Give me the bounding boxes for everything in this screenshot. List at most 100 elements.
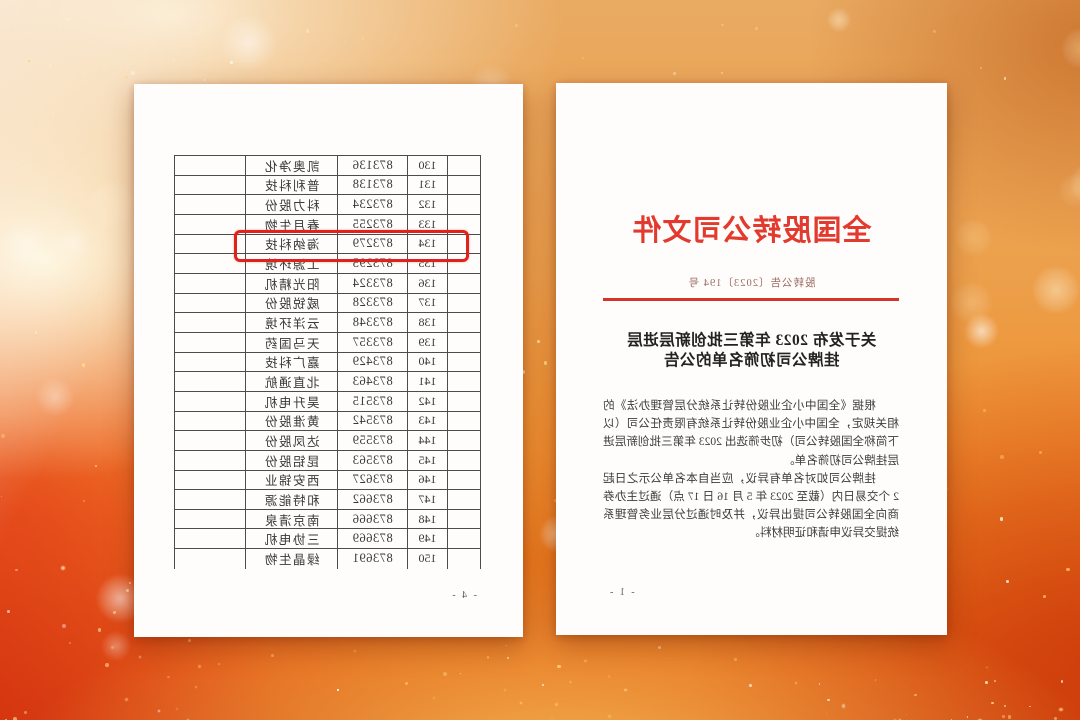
blank-cell <box>447 450 481 471</box>
row-index-cell: 131 <box>407 175 447 196</box>
blank-cell <box>174 509 245 530</box>
sparkle <box>125 697 128 701</box>
blank-cell <box>174 313 245 333</box>
blank-cell <box>447 156 481 176</box>
blank-cell <box>447 391 481 412</box>
sparkle <box>673 72 677 76</box>
blank-cell <box>447 411 481 432</box>
body-paragraph-2: 挂牌公司如对名单有异议，应当自本名单公示之日起 2 个交易日内（截至 2023 … <box>603 471 899 540</box>
sparkle <box>1066 567 1070 572</box>
stock-code-cell: 873627 <box>337 470 407 491</box>
blank-cell <box>447 352 481 373</box>
sparkle <box>914 694 917 697</box>
sparkle <box>299 80 302 83</box>
blank-cell <box>447 509 481 530</box>
company-name-cell: 昊升电机 <box>245 391 337 412</box>
stock-code-cell: 873666 <box>337 509 407 530</box>
stock-code-cell: 873324 <box>337 273 407 294</box>
company-list-table-page: 130 873136 凯奥净化 131 873138 普利科技 132 873234 科力股份 1… <box>134 84 523 637</box>
company-table: 130 873136 凯奥净化 131 873138 普利科技 132 873234 科力股份 1… <box>174 155 481 569</box>
sparkle <box>608 715 612 718</box>
sparkle <box>34 331 38 334</box>
announcement-title-page: 全国股转公司文件 股转公告〔2023〕194 号 关于发布 2023 年第三批创… <box>556 83 947 635</box>
sparkle <box>0 496 2 498</box>
sparkle <box>874 679 877 681</box>
sparkle <box>818 682 821 685</box>
sparkle <box>1029 705 1031 708</box>
bokeh-circle <box>963 313 999 349</box>
stock-code-cell: 873136 <box>337 156 407 176</box>
sparkle <box>569 681 572 684</box>
sparkle <box>28 60 31 63</box>
bokeh-circle <box>36 378 74 417</box>
blank-cell <box>447 195 481 215</box>
sparkle <box>720 71 723 74</box>
company-name-cell: 凯奥净化 <box>245 156 337 176</box>
row-index-cell: 136 <box>407 273 447 294</box>
bokeh-circle <box>1031 265 1080 315</box>
sparkle <box>62 623 67 628</box>
sparkle <box>505 644 508 647</box>
sparkle <box>966 716 969 719</box>
row-index-cell: 148 <box>407 509 447 530</box>
body-paragraph-1: 根据《全国中小企业股份转让系统分层管理办法》的相关规定，全国中小企业股份转让系统… <box>603 399 899 467</box>
mirrored-documents-group: 全国股转公司文件 股转公告〔2023〕194 号 关于发布 2023 年第三批创… <box>132 83 947 637</box>
sparkle <box>520 702 522 704</box>
blank-cell <box>174 529 245 550</box>
company-name-cell: 威锐股份 <box>245 293 337 314</box>
sparkle <box>893 718 896 720</box>
stock-code-cell: 873234 <box>337 195 407 215</box>
sparkle <box>841 704 845 708</box>
company-name-cell: 科力股份 <box>245 195 337 215</box>
red-letterhead-title: 全国股转公司文件 <box>631 215 872 247</box>
stock-code-cell: 873559 <box>337 431 407 451</box>
announcement-body: 根据《全国中小企业股份转让系统分层管理办法》的相关规定，全国中小企业股份转让系统… <box>603 397 899 543</box>
sparkle <box>557 664 561 669</box>
blank-cell <box>174 293 245 314</box>
row-index-cell: 150 <box>407 549 447 569</box>
sparkle <box>933 29 937 33</box>
company-name-cell: 三协电机 <box>245 529 337 550</box>
blank-cell <box>447 175 481 196</box>
blank-cell <box>447 490 481 510</box>
company-name-cell: 阳光精机 <box>245 273 337 294</box>
sparkle <box>361 37 365 40</box>
sparkle <box>1002 715 1006 718</box>
sparkle <box>554 702 559 707</box>
sparkle <box>553 498 557 502</box>
row-index-cell: 145 <box>407 450 447 471</box>
blank-cell <box>174 490 245 510</box>
sparkle <box>946 487 949 490</box>
blank-cell <box>447 332 481 353</box>
document-number: 股转公告〔2023〕194 号 <box>687 278 816 289</box>
company-name-cell: 绿晶生物 <box>245 549 337 569</box>
company-name-cell: 云洋环境 <box>245 313 337 333</box>
blank-cell <box>174 470 245 491</box>
row-index-cell: 130 <box>407 156 447 176</box>
sparkle <box>1043 595 1047 598</box>
sparkle <box>1039 450 1043 455</box>
sparkle <box>514 23 518 27</box>
sparkle <box>15 568 18 572</box>
row-index-cell: 137 <box>407 293 447 314</box>
row-index-cell: 149 <box>407 529 447 550</box>
company-name-cell: 昆铝股份 <box>245 450 337 471</box>
blank-cell <box>174 175 245 196</box>
row-index-cell: 146 <box>407 470 447 491</box>
sparkle <box>131 71 135 75</box>
sparkle <box>23 710 28 715</box>
bokeh-circle <box>88 180 137 230</box>
sparkle <box>905 713 908 716</box>
sparkle <box>81 363 86 367</box>
bokeh-circle <box>100 630 132 662</box>
sparkle <box>1005 579 1009 583</box>
sparkle <box>507 657 509 659</box>
sparkle <box>551 717 553 720</box>
row-index-cell: 141 <box>407 372 447 392</box>
sparkle <box>7 609 11 613</box>
sparkle <box>442 671 447 676</box>
stock-code-cell: 873542 <box>337 411 407 432</box>
row-index-cell: 147 <box>407 490 447 510</box>
sparkle <box>734 658 737 662</box>
sparkle <box>1060 680 1064 683</box>
